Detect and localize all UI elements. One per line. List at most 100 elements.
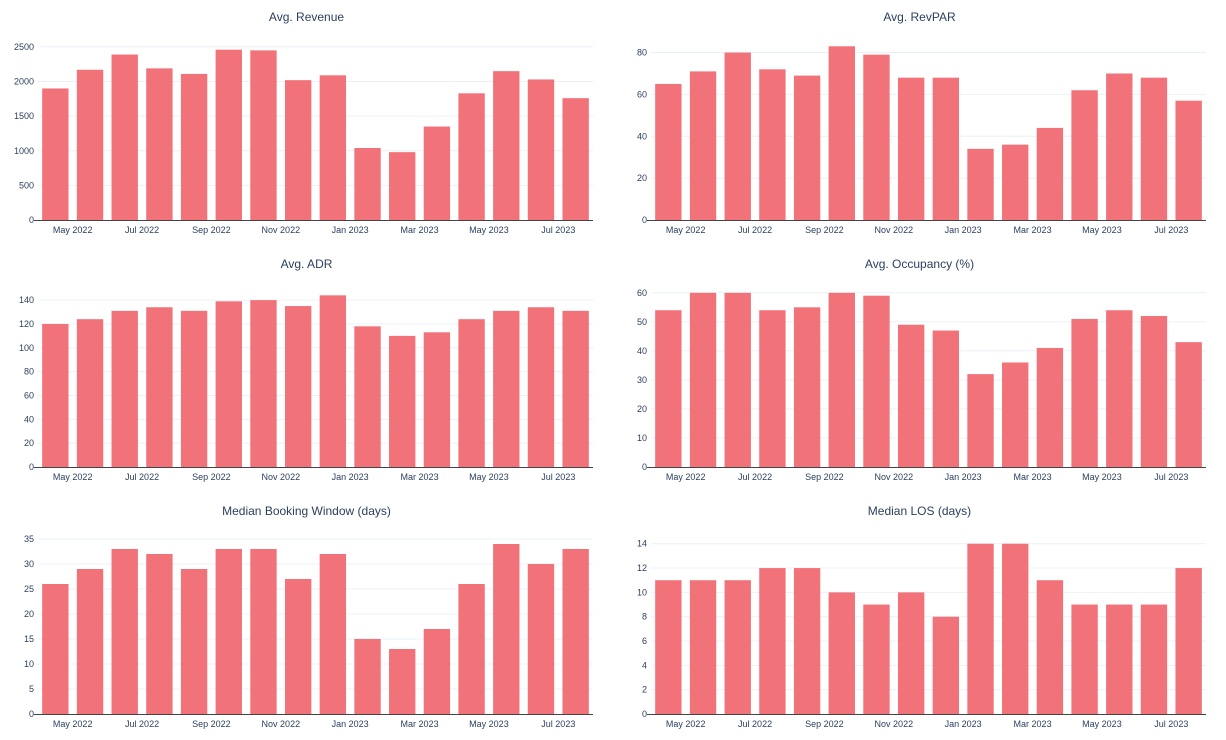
bar-may-2022 [76,319,104,467]
y-tick-label: 4 [642,660,647,670]
y-tick-label: 2 [642,685,647,695]
bar-aug-2022 [180,73,208,220]
bar-jun-2022 [724,580,751,714]
bar-jun-2023 [1140,604,1168,714]
bar-jul-2023 [562,549,589,714]
bar-may-2022 [76,69,104,221]
x-tick-label: Jan 2023 [332,225,369,235]
chart-avg-adr: Avg. ADR 0 20 40 60 80 100 120 140 May 2022 Jul 2… [0,247,613,493]
bar-sep-2022 [215,49,242,220]
x-tick-label: May 2022 [53,719,93,729]
bar-nov-2022 [284,80,312,221]
bar-apr-2022 [655,310,682,467]
bar-jun-2023 [1140,316,1168,467]
bar-apr-2023 [1071,604,1098,714]
x-tick-label: Jan 2023 [945,225,982,235]
bar-feb-2023 [1002,543,1029,714]
bar-sep-2022 [215,301,242,467]
x-tick-label: Nov 2022 [262,472,301,482]
y-tick-label: 20 [637,404,647,414]
x-tick-label: Jan 2023 [945,472,982,482]
y-tick-label: 60 [637,89,647,99]
bar-jan-2023 [967,148,994,220]
y-tick-label: 10 [637,433,647,443]
x-tick-label: Sep 2022 [805,719,844,729]
bar-sep-2022 [828,592,855,714]
bar-sep-2022 [828,292,855,467]
bar-feb-2023 [1002,144,1029,220]
y-tick-label: 0 [642,462,647,472]
y-tick-label: 0 [29,709,34,719]
x-tick-label: Jul 2022 [125,719,159,729]
bar-feb-2023 [1002,362,1029,467]
x-tick-label: Nov 2022 [875,225,914,235]
y-tick-label: 80 [637,48,647,58]
bar-dec-2022 [932,77,960,221]
y-tick-label: 500 [19,180,34,190]
y-tick-label: 80 [24,367,34,377]
y-tick-label: 140 [19,295,34,305]
bar-aug-2022 [793,568,821,714]
bar-sep-2022 [828,46,855,220]
x-tick-label: Nov 2022 [262,719,301,729]
bar-mar-2023 [423,332,451,467]
x-tick-label: May 2023 [469,719,509,729]
bar-apr-2023 [1071,318,1098,467]
y-tick-label: 14 [637,539,647,549]
y-tick-label: 50 [637,317,647,327]
x-tick-label: Sep 2022 [192,225,231,235]
chart-title: Median Booking Window (days) [222,504,391,518]
x-tick-label: Jan 2023 [945,719,982,729]
bar-may-2022 [689,580,717,714]
bar-jun-2022 [724,52,751,221]
y-tick-label: 20 [637,173,647,183]
bar-jun-2023 [527,564,555,714]
bar-jul-2023 [1175,100,1202,220]
bar-jan-2023 [354,326,381,467]
x-tick-label: Jul 2022 [738,719,772,729]
bar-nov-2022 [284,579,312,714]
bar-jul-2023 [1175,342,1202,467]
bar-jul-2023 [562,98,589,220]
bar-oct-2022 [863,295,890,467]
x-tick-label: May 2022 [53,225,93,235]
bar-nov-2022 [284,306,312,467]
bar-feb-2023 [389,649,416,714]
bar-mar-2023 [423,126,451,220]
bar-jan-2023 [967,543,994,714]
bar-may-2023 [1106,604,1133,714]
y-tick-label: 2500 [14,42,34,52]
y-tick-label: 0 [642,709,647,719]
bar-nov-2022 [897,592,925,714]
y-tick-label: 0 [29,215,34,225]
bar-dec-2022 [319,554,347,714]
chart-avg-revenue: Avg. Revenue 0 500 1000 1500 2000 2500 May 202… [0,0,613,246]
bar-nov-2022 [897,324,925,467]
bar-oct-2022 [863,54,890,221]
x-tick-label: Sep 2022 [192,719,231,729]
x-tick-label: May 2023 [469,472,509,482]
bar-jun-2022 [724,292,751,467]
y-tick-label: 100 [19,343,34,353]
bar-may-2023 [1106,73,1133,220]
chart-median-booking-window: Median Booking Window (days) 0 5 10 15 20 25 3… [0,494,613,740]
bar-dec-2022 [932,330,960,467]
x-tick-label: Jan 2023 [332,719,369,729]
bar-oct-2022 [863,604,890,714]
y-tick-label: 120 [19,319,34,329]
x-tick-label: May 2022 [53,472,93,482]
bar-jul-2022 [146,554,173,714]
x-tick-label: May 2022 [666,225,706,235]
bar-jun-2023 [527,79,555,220]
bar-aug-2022 [793,307,821,467]
y-tick-label: 40 [24,414,34,424]
y-tick-label: 25 [24,584,34,594]
bar-dec-2022 [932,616,960,714]
bar-jun-2023 [1140,77,1168,221]
bar-dec-2022 [319,295,347,467]
x-tick-label: Mar 2023 [401,472,439,482]
y-tick-label: 2000 [14,77,34,87]
x-tick-label: Mar 2023 [1014,225,1052,235]
chart-title: Median LOS (days) [867,504,972,518]
